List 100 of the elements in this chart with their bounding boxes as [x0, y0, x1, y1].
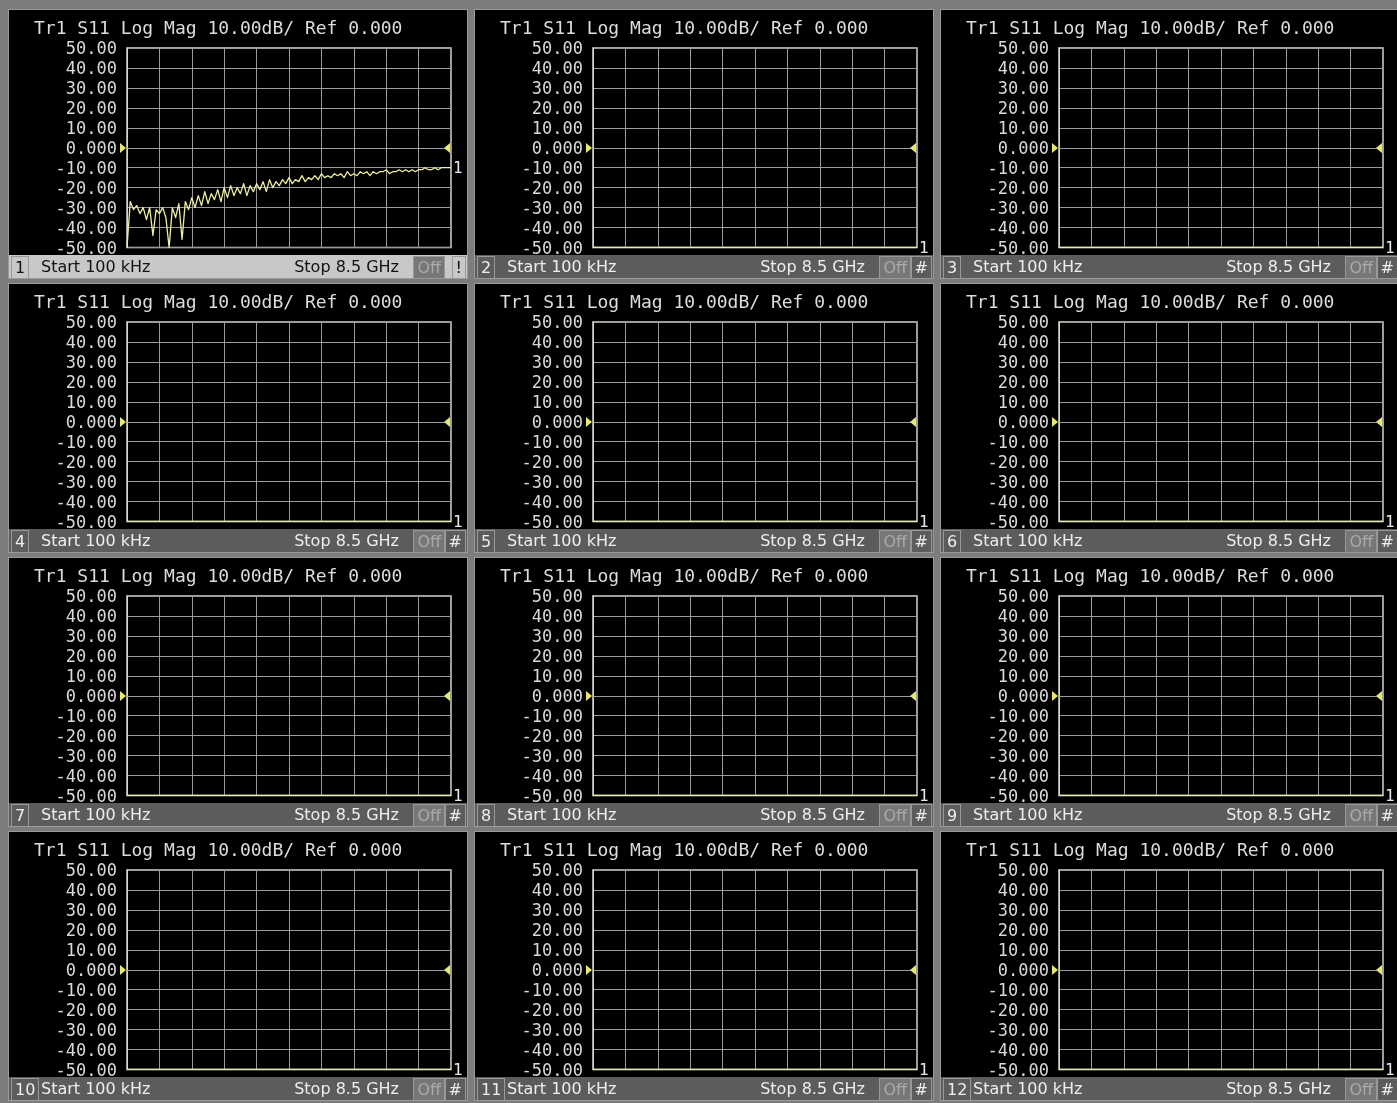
y-tick-label: 50.00 [997, 860, 1049, 880]
text: Start 100 kHz [507, 530, 617, 551]
text: Stop 8.5 GHz [294, 530, 399, 551]
chart-title: Tr1 S11 Log Mag 10.00dB/ Ref 0.000 [34, 564, 403, 586]
y-tick-label: -30.00 [55, 197, 117, 218]
text: Stop 8.5 GHz [760, 530, 865, 551]
text: 1 [453, 158, 463, 178]
chart-title: Tr1 S11 Log Mag 10.00dB/ Ref 0.000 [500, 838, 869, 860]
y-tick-label: -20.00 [521, 177, 583, 198]
text: 1 [919, 238, 929, 257]
y-tick-label: -20.00 [987, 451, 1049, 472]
y-tick-label: 50.00 [65, 38, 117, 58]
y-tick-label: -30.00 [521, 197, 583, 218]
y-tick-label: -20.00 [521, 451, 583, 472]
y-tick-label: 50.00 [997, 312, 1049, 332]
y-tick-label: 40.00 [997, 605, 1049, 626]
text: Stop 8.5 GHz [760, 804, 865, 825]
y-tick-label: -10.00 [55, 705, 117, 726]
y-tick-label: 10.00 [65, 117, 117, 138]
y-tick-label: 30.00 [531, 625, 583, 646]
text: # [444, 1078, 466, 1101]
text: Start 100 kHz [41, 804, 151, 825]
y-tick-label: 40.00 [997, 57, 1049, 78]
y-tick-label: 10.00 [65, 939, 117, 960]
y-tick-label: -30.00 [521, 471, 583, 492]
chart-title: Tr1 S11 Log Mag 10.00dB/ Ref 0.000 [500, 290, 869, 312]
y-tick-label: 40.00 [531, 605, 583, 626]
y-tick-label: -40.00 [55, 765, 117, 786]
y-tick-label: -30.00 [55, 745, 117, 766]
y-tick-label: -30.00 [55, 471, 117, 492]
y-tick-label: 50.00 [531, 312, 583, 332]
text: # [910, 256, 932, 279]
y-tick-label: 0.000 [65, 137, 117, 158]
text: ! [451, 256, 466, 279]
y-tick-label: -50.00 [521, 785, 583, 806]
chart-title: Tr1 S11 Log Mag 10.00dB/ Ref 0.000 [34, 16, 403, 38]
y-tick-label: 30.00 [531, 899, 583, 920]
y-tick-label: 20.00 [531, 919, 583, 940]
chart-title: Tr1 S11 Log Mag 10.00dB/ Ref 0.000 [966, 16, 1335, 38]
y-tick-label: -50.00 [55, 237, 117, 258]
y-tick-label: 0.000 [997, 959, 1049, 980]
y-tick-label: 10.00 [65, 391, 117, 412]
y-tick-label: 30.00 [997, 625, 1049, 646]
text: Stop 8.5 GHz [294, 256, 399, 277]
y-tick-label: -30.00 [521, 1019, 583, 1040]
y-tick-label: 0.000 [531, 959, 583, 980]
y-tick-label: -10.00 [987, 705, 1049, 726]
y-tick-label: 50.00 [997, 586, 1049, 606]
y-tick-label: -40.00 [55, 217, 117, 238]
y-tick-label: -20.00 [521, 725, 583, 746]
y-tick-label: -50.00 [55, 785, 117, 806]
text: 1 [453, 1060, 463, 1079]
text: Stop 8.5 GHz [294, 1078, 399, 1099]
y-tick-label: -20.00 [55, 725, 117, 746]
y-tick-label: 40.00 [531, 57, 583, 78]
y-tick-label: 20.00 [65, 919, 117, 940]
text: 9 [943, 804, 962, 827]
y-tick-label: -50.00 [55, 511, 117, 532]
y-tick-label: 10.00 [531, 117, 583, 138]
y-tick-label: -20.00 [55, 177, 117, 198]
y-tick-label: -50.00 [987, 1059, 1049, 1080]
text: 1 [919, 786, 929, 805]
y-tick-label: -30.00 [987, 471, 1049, 492]
text: 1 [1385, 512, 1395, 531]
y-tick-label: 20.00 [531, 645, 583, 666]
y-tick-label: 30.00 [531, 351, 583, 372]
y-tick-label: 50.00 [65, 860, 117, 880]
text: Stop 8.5 GHz [760, 1078, 865, 1099]
y-tick-label: 10.00 [65, 665, 117, 686]
y-tick-label: 10.00 [531, 665, 583, 686]
text: 4 [11, 530, 30, 553]
y-tick-label: 0.000 [531, 685, 583, 706]
y-tick-label: 10.00 [531, 391, 583, 412]
text: 1 [1385, 786, 1395, 805]
y-tick-label: 20.00 [531, 97, 583, 118]
y-tick-label: 0.000 [65, 411, 117, 432]
y-tick-label: 40.00 [65, 57, 117, 78]
text: 8 [477, 804, 496, 827]
y-tick-label: -10.00 [55, 157, 117, 178]
text: Start 100 kHz [41, 1078, 151, 1099]
y-tick-label: 40.00 [65, 879, 117, 900]
text: Start 100 kHz [973, 530, 1083, 551]
text: Start 100 kHz [973, 1078, 1083, 1099]
text: 7 [11, 804, 30, 827]
y-tick-label: -10.00 [521, 705, 583, 726]
y-tick-label: 0.000 [65, 685, 117, 706]
y-tick-label: 10.00 [531, 939, 583, 960]
y-tick-label: 30.00 [997, 77, 1049, 98]
y-tick-label: -10.00 [55, 979, 117, 1000]
y-tick-label: 0.000 [531, 411, 583, 432]
text: Start 100 kHz [973, 804, 1083, 825]
y-tick-label: 50.00 [65, 312, 117, 332]
y-tick-label: 20.00 [997, 645, 1049, 666]
y-tick-label: 20.00 [65, 371, 117, 392]
text: 1 [453, 786, 463, 805]
chart-title: Tr1 S11 Log Mag 10.00dB/ Ref 0.000 [34, 838, 403, 860]
y-tick-label: 50.00 [531, 38, 583, 58]
y-tick-label: 0.000 [997, 411, 1049, 432]
y-tick-label: 0.000 [531, 137, 583, 158]
y-tick-label: 20.00 [997, 371, 1049, 392]
